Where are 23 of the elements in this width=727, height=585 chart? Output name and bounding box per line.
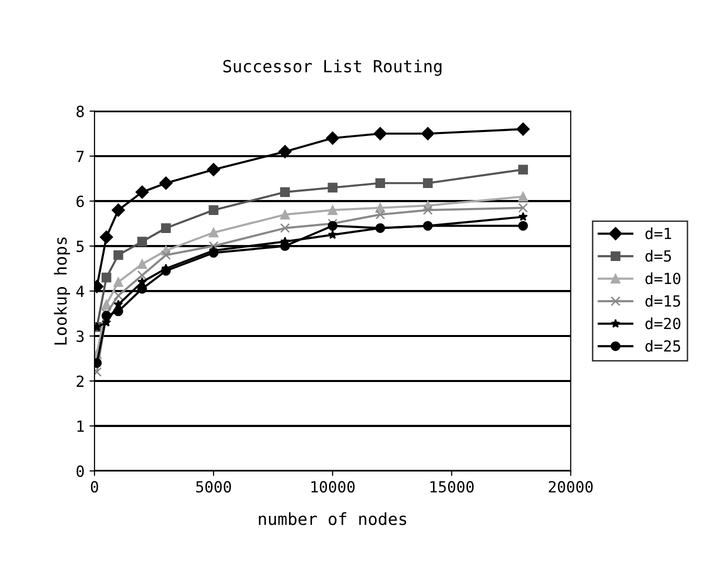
legend-label: d=1 — [645, 227, 672, 240]
y-tick-label: 5 — [76, 240, 84, 252]
y-tick-label: 0 — [76, 465, 84, 477]
y-tick-label: 6 — [76, 196, 84, 208]
x-tick-label: 20000 — [548, 481, 593, 493]
x-tick-label: 0 — [90, 481, 98, 493]
legend-label: d=25 — [645, 340, 680, 352]
legend-label: d=10 — [645, 272, 680, 284]
y-tick-label: 8 — [76, 106, 84, 118]
legend-label: d=5 — [645, 250, 671, 262]
y-axis-title: Lookup hops — [54, 238, 70, 344]
legend-label: d=15 — [645, 294, 680, 307]
y-tick-label: 7 — [76, 150, 84, 162]
y-tick-label: 4 — [76, 286, 84, 297]
chart-title: Successor List Routing — [223, 60, 442, 76]
y-tick-label: 2 — [76, 375, 84, 387]
x-tick-label: 15000 — [430, 481, 474, 493]
legend-label: d=20 — [645, 317, 680, 330]
y-tick-label: 3 — [76, 330, 84, 342]
x-axis-title: number of nodes — [258, 512, 406, 526]
x-tick-label: 10000 — [311, 481, 355, 493]
x-tick-label: 5000 — [196, 481, 231, 493]
y-tick-label: 1 — [77, 420, 84, 432]
